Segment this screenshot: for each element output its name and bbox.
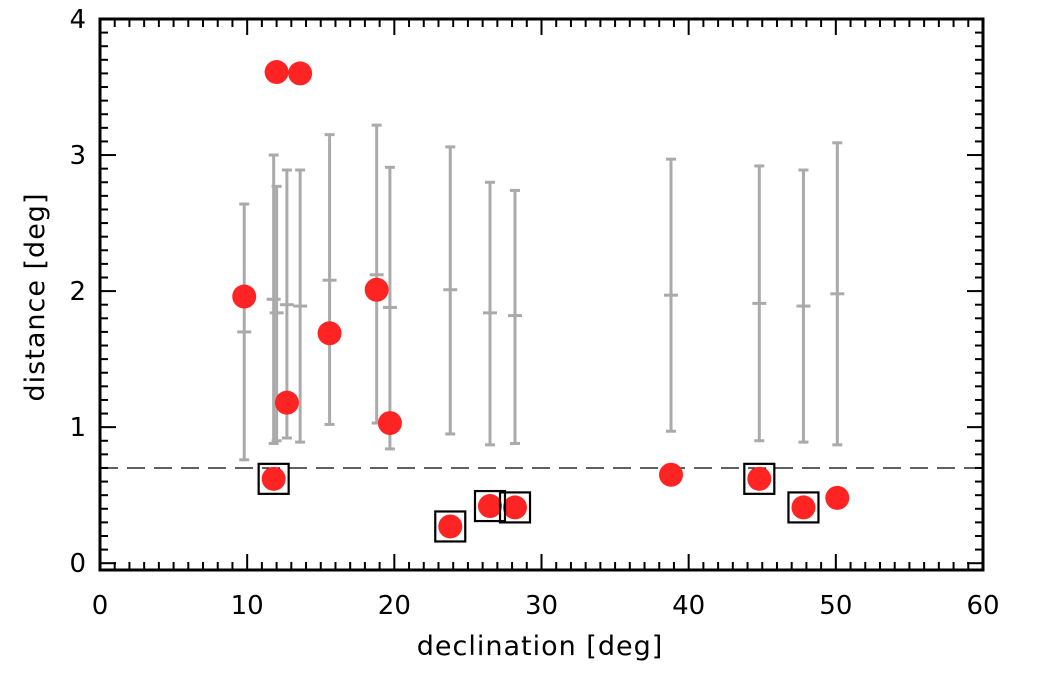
data-point <box>274 390 299 415</box>
data-point <box>364 277 389 302</box>
data-point <box>261 466 286 491</box>
data-point <box>232 284 257 309</box>
error-bar <box>266 153 281 445</box>
highlight-box <box>498 491 532 524</box>
error-bar <box>664 157 679 433</box>
error-bars <box>237 123 845 462</box>
error-bar <box>830 141 845 447</box>
x-tick-label: 30 <box>525 591 558 621</box>
error-bar <box>443 145 458 436</box>
x-tick-label: 20 <box>378 591 411 621</box>
data-point <box>791 495 816 520</box>
x-tick-label: 40 <box>672 591 705 621</box>
data-point <box>659 462 684 487</box>
data-point <box>288 61 313 86</box>
x-tick-label: 60 <box>966 591 999 621</box>
x-tick-label: 50 <box>819 591 852 621</box>
error-bar <box>508 188 523 445</box>
data-point <box>825 485 850 510</box>
data-points <box>232 60 850 539</box>
highlight-box <box>473 489 507 523</box>
data-point <box>377 411 402 436</box>
error-bar <box>293 168 308 444</box>
error-bar <box>482 180 497 447</box>
error-bar <box>382 165 397 451</box>
error-bar <box>322 133 337 426</box>
highlight-box <box>787 491 820 524</box>
x-axis-title: declination [deg] <box>417 631 664 662</box>
data-point <box>503 495 528 520</box>
y-tick-label: 4 <box>69 5 86 35</box>
x-tick-label: 10 <box>231 591 264 621</box>
y-tick-label: 1 <box>69 413 86 443</box>
highlight-box <box>743 462 776 495</box>
y-axis-title: distance [deg] <box>20 193 51 402</box>
error-bar <box>237 202 252 462</box>
x-tick-label: 0 <box>92 591 109 621</box>
data-point <box>317 321 342 346</box>
error-bar <box>369 123 384 425</box>
y-tick-label: 3 <box>69 141 86 171</box>
highlight-boxes <box>257 462 820 543</box>
axes: 0 10 20 30 40 50 60 0 1 2 3 4 <box>69 5 999 621</box>
y-tick-label: 2 <box>69 277 86 307</box>
error-bar <box>796 168 811 444</box>
highlight-box <box>257 462 290 495</box>
data-point <box>477 494 502 519</box>
y-tick-label: 0 <box>69 549 86 579</box>
data-point <box>747 466 772 491</box>
highlight-box <box>434 510 467 543</box>
data-point <box>264 60 289 85</box>
data-point <box>438 514 463 539</box>
error-bar <box>752 164 767 443</box>
